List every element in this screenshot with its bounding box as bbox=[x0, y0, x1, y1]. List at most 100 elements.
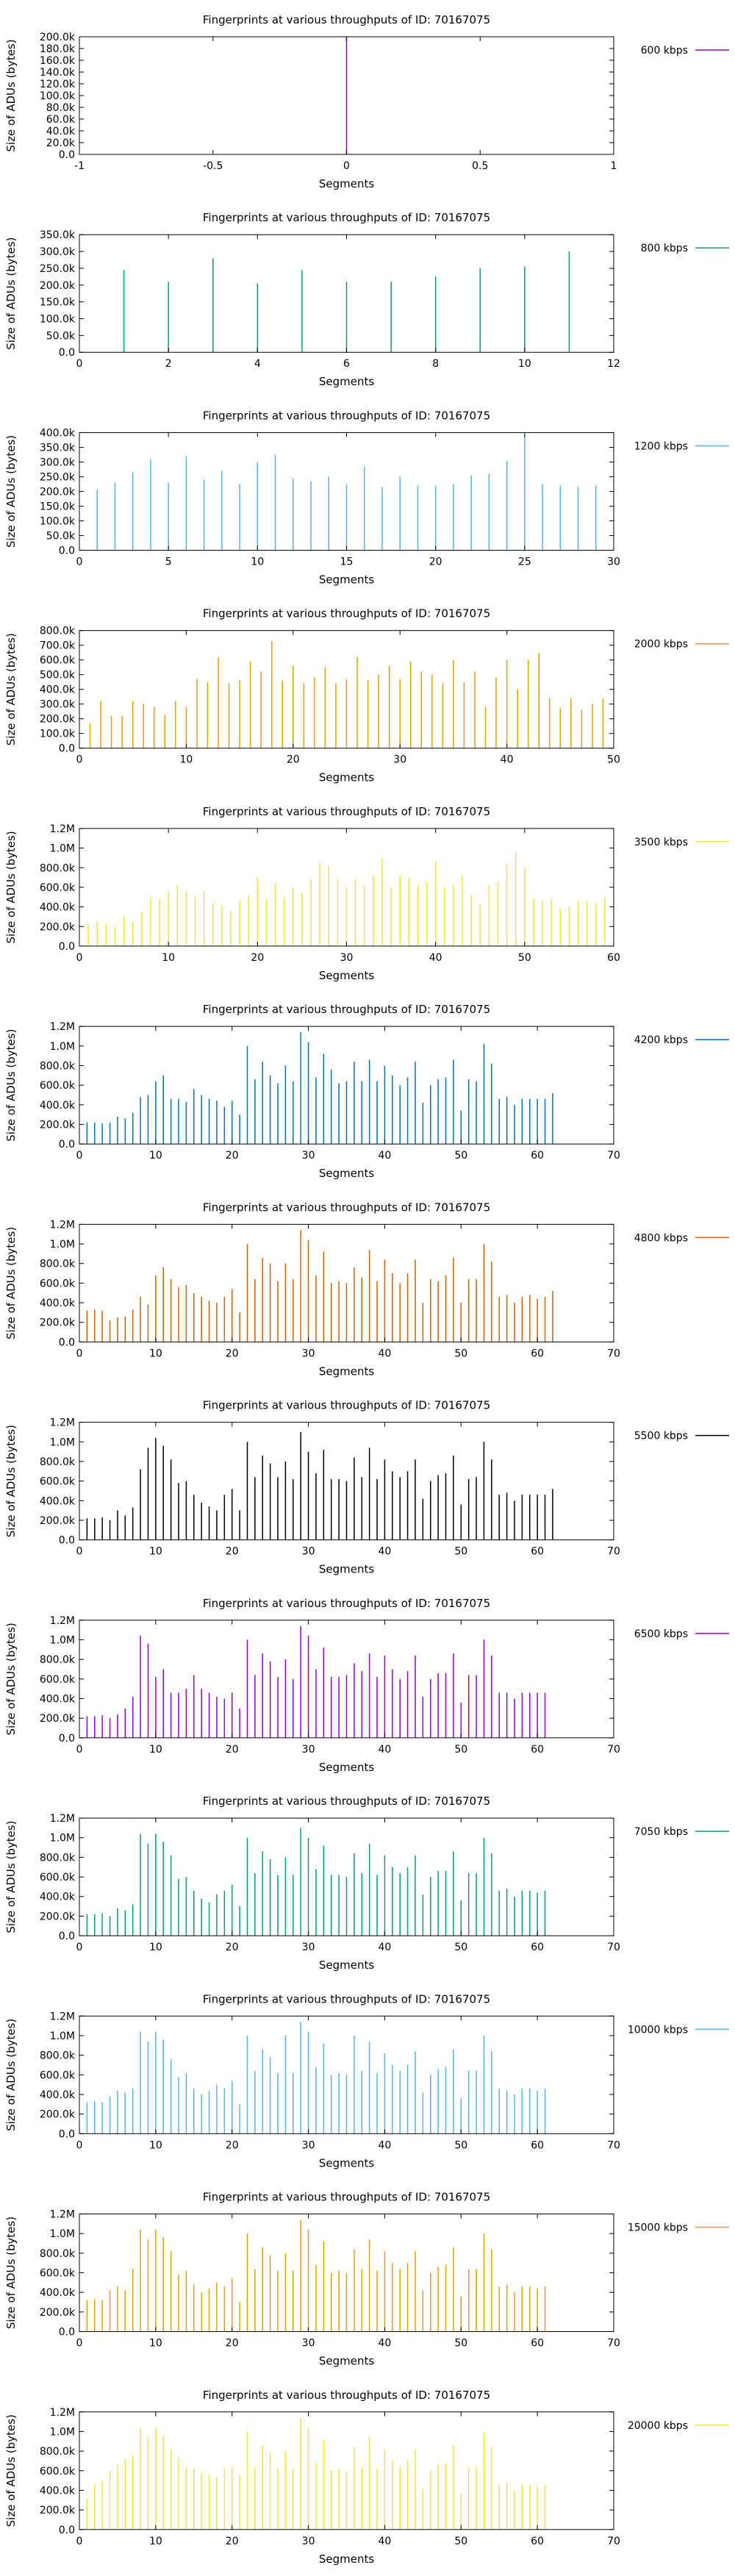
y-tick-label: 400.0k bbox=[40, 2485, 76, 2497]
x-axis-label: Segments bbox=[319, 2552, 375, 2566]
x-tick-label: 60 bbox=[531, 1744, 544, 1756]
x-tick-label: 15 bbox=[340, 556, 354, 568]
x-tick-label: 0 bbox=[76, 1348, 83, 1359]
x-tick-label: 20 bbox=[429, 556, 442, 568]
chart-title: Fingerprints at various throughputs of I… bbox=[203, 409, 490, 422]
chart-5: Fingerprints at various throughputs of I… bbox=[4, 805, 729, 982]
x-tick-label: 70 bbox=[607, 2536, 620, 2547]
y-tick-label: 1.0M bbox=[50, 2031, 75, 2042]
x-tick-label: 0 bbox=[76, 952, 83, 964]
y-axis-label: Size of ADUs (bytes) bbox=[4, 2217, 18, 2329]
y-tick-label: 800.0k bbox=[40, 2248, 76, 2260]
x-tick-label: 40 bbox=[379, 1942, 392, 1953]
x-tick-label: 40 bbox=[379, 2536, 392, 2547]
legend-label: 3500 kbps bbox=[634, 837, 688, 848]
x-axis-label: Segments bbox=[319, 1563, 375, 1576]
y-axis-label: Size of ADUs (bytes) bbox=[4, 1622, 18, 1735]
chart-2: Fingerprints at various throughputs of I… bbox=[4, 211, 729, 388]
x-tick-label: 60 bbox=[531, 2338, 544, 2350]
x-tick-label: 60 bbox=[531, 1546, 544, 1558]
y-tick-label: 200.0k bbox=[40, 1119, 76, 1131]
chart-title: Fingerprints at various throughputs of I… bbox=[203, 1201, 490, 1214]
y-axis-label: Size of ADUs (bytes) bbox=[4, 1227, 18, 1339]
legend-label: 800 kbps bbox=[641, 243, 688, 254]
chart-title: Fingerprints at various throughputs of I… bbox=[203, 1003, 490, 1016]
y-tick-label: 100.0k bbox=[40, 515, 76, 527]
y-tick-label: 200.0k bbox=[40, 714, 76, 726]
y-axis-label: Size of ADUs (bytes) bbox=[4, 1029, 18, 1142]
y-tick-label: 1.0M bbox=[50, 2426, 75, 2438]
y-tick-label: 100.0k bbox=[40, 90, 76, 102]
x-tick-label: 20 bbox=[226, 1744, 239, 1756]
x-tick-label: 20 bbox=[287, 754, 300, 766]
legend-label: 2000 kbps bbox=[634, 639, 688, 651]
y-tick-label: 100.0k bbox=[40, 314, 76, 326]
x-tick-label: 30 bbox=[340, 952, 354, 964]
x-tick-label: 10 bbox=[149, 1942, 162, 1953]
y-axis-label: Size of ADUs (bytes) bbox=[4, 237, 18, 350]
y-tick-label: 1.2M bbox=[50, 2209, 75, 2221]
legend-label: 10000 kbps bbox=[628, 2024, 688, 2036]
x-tick-label: 6 bbox=[343, 358, 350, 370]
chart-title: Fingerprints at various throughputs of I… bbox=[203, 1795, 490, 1808]
legend-label: 20000 kbps bbox=[628, 2420, 688, 2432]
x-tick-label: 70 bbox=[607, 1744, 620, 1756]
chart-title: Fingerprints at various throughputs of I… bbox=[203, 1992, 490, 2006]
y-tick-label: 250.0k bbox=[40, 471, 76, 483]
y-tick-label: 300.0k bbox=[40, 246, 76, 258]
y-tick-label: 80.0k bbox=[46, 102, 76, 114]
y-tick-label: 0.0 bbox=[59, 1931, 75, 1942]
y-tick-label: 0.0 bbox=[59, 2525, 75, 2536]
x-tick-label: 0 bbox=[76, 2139, 83, 2151]
y-tick-label: 0.0 bbox=[59, 1337, 75, 1348]
chart-1: Fingerprints at various throughputs of I… bbox=[4, 13, 729, 190]
y-tick-label: 100.0k bbox=[40, 729, 76, 740]
legend-label: 5500 kbps bbox=[634, 1431, 688, 1442]
y-tick-label: 120.0k bbox=[40, 79, 76, 90]
y-tick-label: 400.0k bbox=[40, 1892, 76, 1903]
y-tick-label: 200.0k bbox=[40, 2109, 76, 2121]
y-tick-label: 350.0k bbox=[40, 442, 76, 454]
y-tick-label: 400.0k bbox=[40, 2287, 76, 2299]
y-tick-label: 140.0k bbox=[40, 67, 76, 79]
y-tick-label: 0.0 bbox=[59, 545, 75, 557]
y-tick-label: 250.0k bbox=[40, 263, 76, 275]
x-axis-label: Segments bbox=[319, 1167, 375, 1180]
y-tick-label: 200.0k bbox=[40, 1911, 76, 1922]
y-tick-label: 400.0k bbox=[40, 1694, 76, 1706]
x-tick-label: 12 bbox=[607, 358, 620, 370]
x-tick-label: 10 bbox=[149, 2536, 162, 2547]
y-tick-label: 0.0 bbox=[59, 1733, 75, 1745]
y-tick-label: 800.0k bbox=[40, 1060, 76, 1072]
x-tick-label: 30 bbox=[302, 1150, 315, 1162]
x-tick-label: 30 bbox=[302, 1348, 315, 1359]
y-tick-label: 200.0k bbox=[40, 921, 76, 933]
x-tick-label: 40 bbox=[379, 1546, 392, 1558]
x-tick-label: 0 bbox=[76, 556, 83, 568]
y-tick-label: 200.0k bbox=[40, 1713, 76, 1725]
x-tick-label: 25 bbox=[518, 556, 531, 568]
y-tick-label: 400.0k bbox=[40, 684, 76, 696]
chart-title: Fingerprints at various throughputs of I… bbox=[203, 1597, 490, 1610]
x-tick-label: 60 bbox=[531, 2536, 544, 2547]
x-tick-label: 50 bbox=[454, 1546, 467, 1558]
y-tick-label: 0.0 bbox=[59, 1535, 75, 1547]
chart-title: Fingerprints at various throughputs of I… bbox=[203, 607, 490, 620]
y-tick-label: 300.0k bbox=[40, 699, 76, 711]
y-tick-label: 0.0 bbox=[59, 347, 75, 359]
x-tick-label: 4 bbox=[254, 358, 261, 370]
y-tick-label: 400.0k bbox=[40, 427, 76, 439]
x-tick-label: 50 bbox=[518, 952, 531, 964]
x-tick-label: 40 bbox=[379, 1348, 392, 1359]
x-tick-label: 30 bbox=[302, 2338, 315, 2350]
y-tick-label: 200.0k bbox=[40, 486, 76, 498]
y-tick-label: 400.0k bbox=[40, 902, 76, 914]
x-tick-label: 10 bbox=[149, 2139, 162, 2151]
y-tick-label: 150.0k bbox=[40, 501, 76, 512]
x-tick-label: 50 bbox=[454, 1348, 467, 1359]
chart-8: Fingerprints at various throughputs of I… bbox=[4, 1399, 729, 1576]
y-tick-label: 20.0k bbox=[46, 137, 76, 149]
y-tick-label: 1.0M bbox=[50, 1833, 75, 1845]
x-tick-label: 0 bbox=[76, 1744, 83, 1756]
